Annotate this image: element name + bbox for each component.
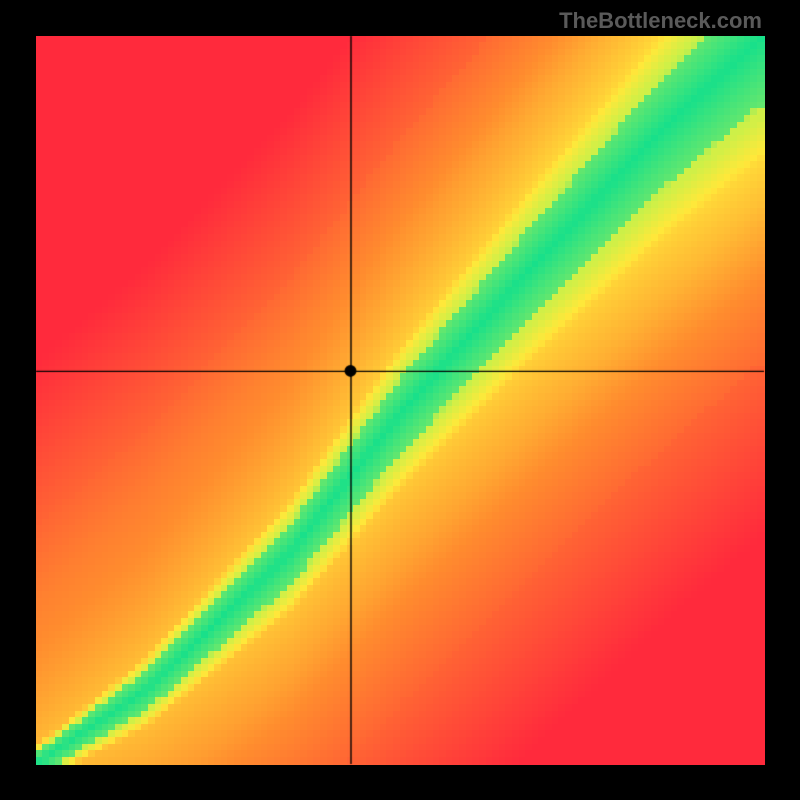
chart-container: TheBottleneck.com [0, 0, 800, 800]
crosshair-overlay [0, 0, 800, 800]
watermark-text: TheBottleneck.com [559, 8, 762, 34]
